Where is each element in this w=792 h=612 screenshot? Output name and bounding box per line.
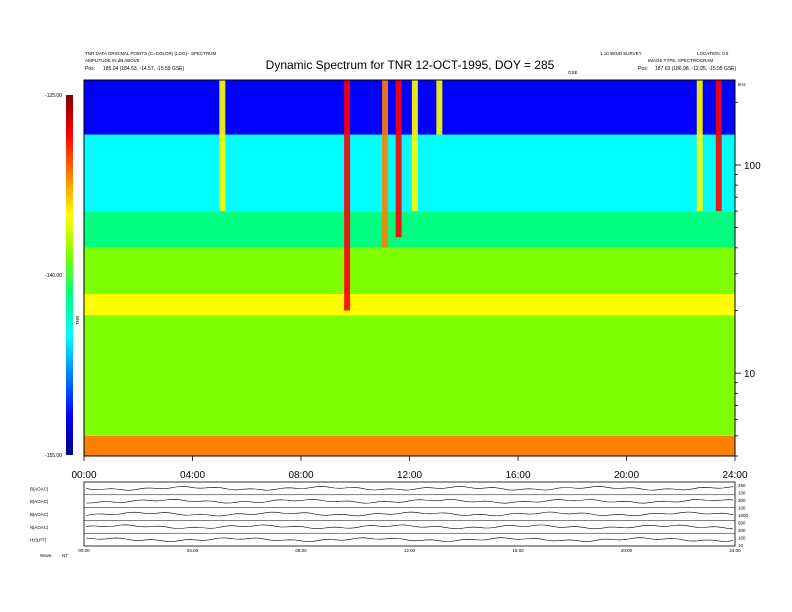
panel-label-0: B|AOAC|	[30, 486, 48, 491]
header-right-pos-label: Pos:	[638, 66, 648, 72]
colorbar-tick-bottom: -155.00	[45, 453, 62, 459]
header-left-pos-label: Pos:	[85, 66, 95, 72]
spectrogram-bursts	[219, 80, 722, 311]
x-tick-label-5: 20:00	[614, 470, 639, 481]
panel-trace-3	[85, 524, 734, 530]
colorbar-tick-mid: -140.00	[45, 273, 62, 279]
x-tick-label-3: 12:00	[397, 470, 422, 481]
colorbar-label: TNR	[75, 315, 80, 325]
region-band-2	[84, 294, 735, 316]
header-midright-label: GSE	[568, 70, 578, 75]
region-band-6	[84, 80, 735, 135]
y-axis: kHz 10 100	[735, 82, 761, 457]
panel-right-value-7: 100	[738, 536, 746, 541]
panel-footer-note: NT	[62, 553, 68, 558]
panel-label-4: Hz|LPT|	[30, 538, 46, 543]
panel-right-value-8: 10	[738, 543, 744, 548]
header-left-line2: AMPLITUDE IN dB ABOVE	[85, 58, 140, 63]
chart-title: Dynamic Spectrum for TNR 12-OCT-1995, DO…	[266, 58, 555, 72]
region-band-1	[84, 315, 735, 436]
panel-time-tick-1: 04:00	[187, 548, 199, 553]
region-band-4	[84, 211, 735, 248]
y-tick-label-0: 10	[744, 369, 756, 380]
panel-time-tick-0: 00:00	[78, 548, 90, 553]
panel-trace-2	[85, 511, 734, 517]
header-left-pos-value: 185.04 (184.53, -14.57, -15.59 GSE)	[103, 66, 184, 72]
panel-right-value-1: 100	[738, 491, 746, 496]
panel-right-value-2: 300	[738, 498, 746, 503]
colorbar: -125.00 -140.00 -155.00 TNR	[45, 93, 80, 459]
y-axis-unit: kHz	[738, 82, 746, 87]
lower-panels: B|AOAC| B|AOAC| B|AOAC| N|AOAC| Hz|LPT| 250 10…	[30, 481, 749, 558]
panel-time-tick-3: 12:00	[404, 548, 416, 553]
panel-trace-0	[85, 486, 734, 491]
spectrogram	[83, 79, 736, 457]
header-right-line1: 1.10 WIND SURVEY	[600, 51, 642, 56]
header-right-line2: LOCATION: 0.5	[697, 51, 729, 56]
burst-3	[395, 80, 402, 238]
colorbar-tick-top: -125.00	[45, 93, 62, 99]
panel-trace-4	[85, 537, 734, 542]
y-tick-label-1: 100	[744, 161, 761, 172]
panel-time-tick-6: 24:00	[729, 548, 741, 553]
panels-frame	[83, 481, 736, 547]
x-tick-label-4: 16:00	[505, 470, 530, 481]
x-tick-label-1: 04:00	[180, 470, 205, 481]
panel-time-tick-4: 16:00	[512, 548, 524, 553]
x-axis: 00:00 04:00 08:00 12:00 16:00 20:00 24:00	[71, 456, 748, 481]
panel-footer-left: Wave.	[40, 553, 53, 558]
burst-2	[382, 80, 389, 248]
panel-trace-1	[86, 498, 734, 504]
burst-4	[411, 80, 418, 212]
header-left-line1: TNR DATA ORIGINAL POINTS (C=COLOR) (LOG)…	[85, 51, 217, 56]
burst-0	[219, 80, 226, 212]
burst-6	[696, 80, 703, 212]
spectrogram-regions	[84, 80, 735, 456]
x-tick-label-2: 08:00	[288, 470, 313, 481]
burst-7	[715, 80, 722, 212]
panel-right-value-0: 250	[738, 483, 746, 488]
region-band-0	[84, 435, 735, 456]
header-right-pos-value: 187.63 (186.98, -12.95, -15.95 GSE)	[655, 66, 736, 72]
colorbar-strip	[66, 95, 73, 455]
panel-label-3: N|AOAC|	[30, 525, 48, 530]
header-right-line3: IMAGE TYPE: SPECTROGRAM	[648, 58, 713, 63]
panel-right-value-3: 100	[738, 506, 746, 511]
panel-label-1: B|AOAC|	[30, 499, 48, 504]
region-band-5	[84, 134, 735, 212]
panel-right-value-4: 1000	[738, 513, 749, 518]
x-tick-label-0: 00:00	[71, 470, 96, 481]
panel-right-value-6: 300	[738, 528, 746, 533]
burst-5	[436, 80, 443, 135]
panel-time-tick-2: 08:00	[295, 548, 307, 553]
burst-1	[344, 80, 351, 311]
x-tick-label-6: 24:00	[722, 470, 747, 481]
region-band-3	[84, 247, 735, 295]
panel-label-2: B|AOAC|	[30, 512, 48, 517]
panel-time-tick-5: 20:00	[621, 548, 633, 553]
panel-right-value-5: 500	[738, 521, 746, 526]
